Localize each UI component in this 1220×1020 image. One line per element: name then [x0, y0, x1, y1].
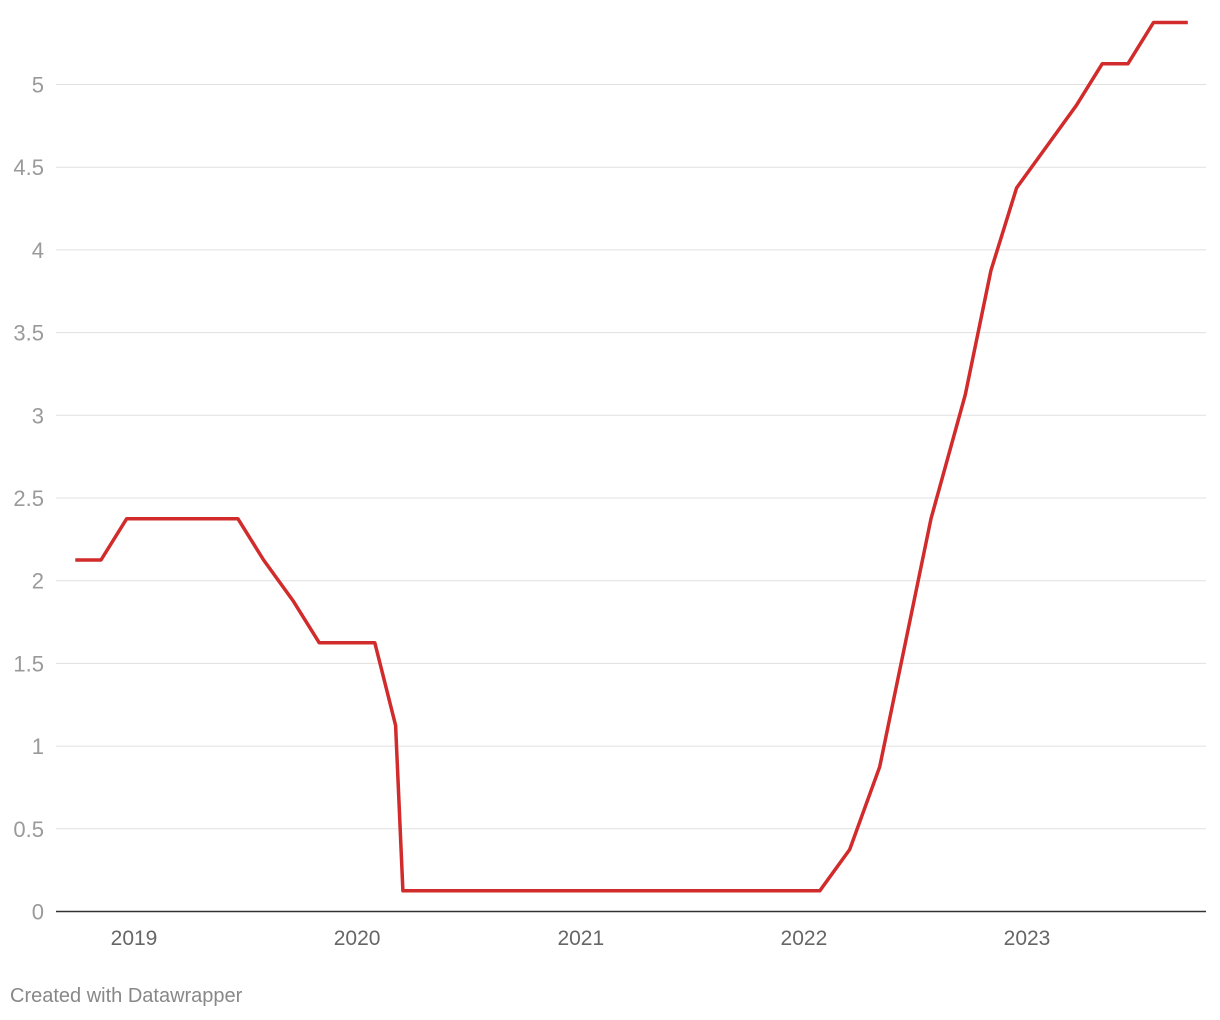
x-tick-label: 2023 — [1004, 927, 1051, 950]
y-tick-label: 4.5 — [13, 155, 44, 180]
y-tick-label: 0.5 — [13, 817, 44, 842]
y-tick-label: 5 — [32, 73, 44, 98]
y-tick-label: 2.5 — [13, 486, 44, 511]
line-chart: 00.511.522.533.544.55 2019 2020 2021 2022 20… — [13, 20, 1206, 950]
x-tick-label: 2021 — [557, 927, 604, 950]
grid-lines — [56, 84, 1206, 830]
y-tick-label: 3.5 — [13, 321, 44, 346]
y-tick-label: 0 — [32, 900, 44, 925]
y-tick-label: 3 — [32, 403, 44, 428]
series-line — [75, 20, 1188, 893]
x-tick-label: 2019 — [111, 927, 158, 950]
x-axis-ticks: 2019 2020 2021 2022 2023 — [111, 927, 1051, 950]
y-tick-label: 1 — [32, 734, 44, 759]
credit-text: Created with Datawrapper — [10, 985, 243, 1007]
x-tick-label: 2022 — [781, 927, 828, 950]
y-axis-ticks: 0 0.5 1 1.5 2 2.5 3 3.5 4 4.5 5 — [13, 73, 44, 925]
y-tick-label: 1.5 — [13, 651, 44, 676]
x-tick-label: 2020 — [334, 927, 381, 950]
y-tick-label: 2 — [32, 569, 44, 594]
y-tick-label: 4 — [32, 238, 44, 263]
series-lines — [75, 20, 1188, 893]
